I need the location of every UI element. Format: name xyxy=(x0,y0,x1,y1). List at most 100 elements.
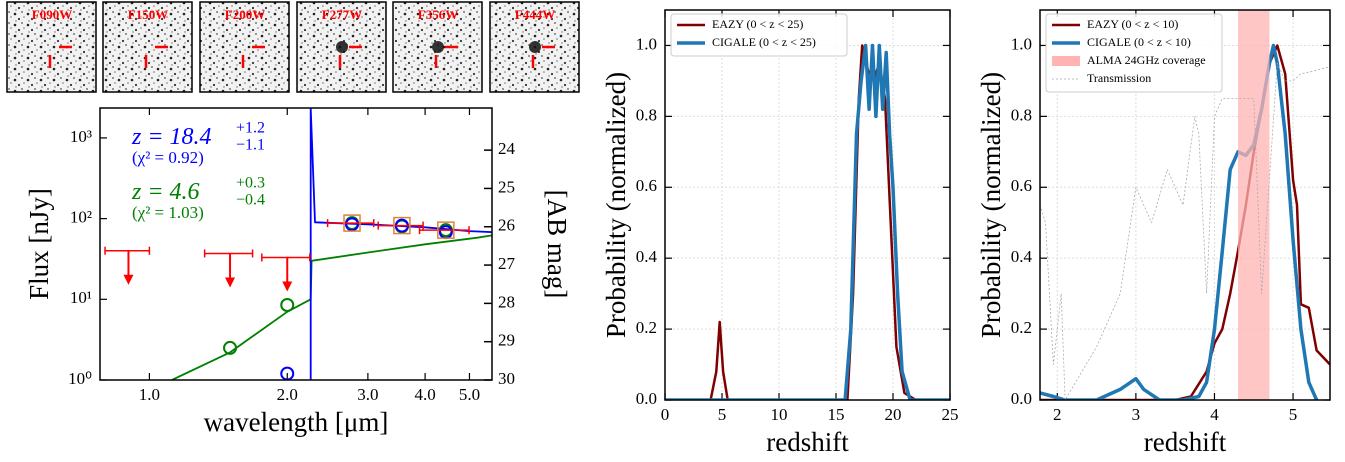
cutout-label: F444W xyxy=(515,7,555,22)
y-tick-label: 0.4 xyxy=(1011,247,1033,266)
cutout-image xyxy=(199,1,290,93)
photometry-point xyxy=(437,221,455,239)
model-point xyxy=(223,340,238,355)
source-blob xyxy=(336,41,348,53)
photometry-point xyxy=(343,214,361,232)
x-tick-label: 20 xyxy=(885,405,902,424)
y-tick-label: 1.0 xyxy=(1011,34,1032,53)
band xyxy=(1238,10,1270,400)
y-tick-label: 0.8 xyxy=(1011,105,1032,124)
y2-tick-label: 25 xyxy=(498,177,515,196)
model-point xyxy=(345,217,360,232)
y-tick-label: 0.2 xyxy=(1011,318,1032,337)
annotation-chi2: (χ² = 1.03) xyxy=(132,203,204,222)
y2-tick-label: 26 xyxy=(498,216,515,235)
legend-box xyxy=(670,13,848,57)
y-tick-label: 0.6 xyxy=(636,176,657,195)
series-line xyxy=(665,44,950,400)
cutout-label: F356W xyxy=(418,7,458,22)
x-tick-label: 3 xyxy=(1132,405,1141,424)
y-tick-label: 10³ xyxy=(70,127,92,146)
x-tick-label: 5.0 xyxy=(459,385,480,404)
y2-tick-label: 28 xyxy=(498,292,515,311)
y-tick-label: 0.0 xyxy=(636,389,657,408)
plot-area xyxy=(104,108,492,380)
y-tick-label: 0.4 xyxy=(636,247,658,266)
x-tick-label: 2 xyxy=(1053,405,1062,424)
frame xyxy=(99,107,493,381)
legend-label: CIGALE (0 < z < 10) xyxy=(1087,35,1191,49)
legend-label: Transmission xyxy=(1087,71,1151,85)
frame xyxy=(1039,9,1331,401)
x-tick-label: 15 xyxy=(828,405,845,424)
legend-box xyxy=(1045,13,1223,93)
x-tick-label: 5 xyxy=(1289,405,1298,424)
panel: 2 3 4 5 0.0 0.2 0.4 0.6 0.8 1.0 redshift Probabilit… xyxy=(976,9,1331,457)
x-tick-label: 5 xyxy=(718,405,727,424)
annotation-sub: −1.1 xyxy=(236,137,265,154)
annotation-text: z = 4.6 xyxy=(131,179,200,205)
panel: 1.0 2.0 3.0 4.0 5.0 10⁰ 10¹ 10² 10³ 24 25 26 27 28 29 3… xyxy=(24,107,572,437)
x-axis-label: redshift xyxy=(1144,427,1227,457)
y-tick-label: 0.8 xyxy=(636,105,657,124)
x-tick-label: 4 xyxy=(1210,405,1219,424)
source-blob xyxy=(529,41,541,53)
cutout: F090W xyxy=(6,1,97,93)
cutout: F277W xyxy=(296,1,387,93)
x-tick-label: 25 xyxy=(942,405,959,424)
series-line xyxy=(171,234,492,380)
annotation: z = 4.6 xyxy=(131,179,200,205)
legend-label: CIGALE (0 < z < 25) xyxy=(712,35,816,49)
y-tick-label: 10¹ xyxy=(70,288,92,307)
y2-tick-label: 24 xyxy=(498,139,516,158)
legend-label: ALMA 24GHz coverage xyxy=(1087,53,1206,67)
y2-tick-label: 29 xyxy=(498,331,515,350)
legend-label: EAZY (0 < z < 10) xyxy=(1087,17,1178,31)
x-axis-label: redshift xyxy=(766,427,849,457)
annotation-sub: −0.4 xyxy=(236,192,265,209)
y-tick-label: 10⁰ xyxy=(68,369,92,388)
series-line xyxy=(1040,44,1330,400)
series-line xyxy=(1040,62,1330,400)
cutout: F150W xyxy=(102,1,193,93)
y-tick-label: 0.2 xyxy=(636,318,657,337)
y-tick-label: 0.6 xyxy=(1011,176,1032,195)
x-tick-label: 0 xyxy=(661,405,670,424)
source-blob xyxy=(432,41,444,53)
x-tick-label: 1.0 xyxy=(139,385,160,404)
y-axis-label: Flux [nJy] xyxy=(24,188,54,300)
x-tick-label: 2.0 xyxy=(277,385,298,404)
annotation-chi2: (χ² = 0.92) xyxy=(132,148,204,167)
y-tick-label: 10² xyxy=(70,208,92,227)
annotation: z = 18.4 xyxy=(131,124,212,150)
cutout: F200W xyxy=(199,1,290,93)
y-axis-label: Probability (normalized) xyxy=(601,72,631,338)
y-axis-label: Probability (normalized) xyxy=(976,72,1006,338)
cutout: F444W xyxy=(489,1,580,93)
x-tick-label: 4.0 xyxy=(414,385,435,404)
cutout-label: F150W xyxy=(128,7,168,22)
series-line xyxy=(309,108,492,380)
y-tick-label: 1.0 xyxy=(636,34,657,53)
annotation-sup: +1.2 xyxy=(236,120,265,137)
annotation-sup: +0.3 xyxy=(236,175,265,192)
x-tick-label: 3.0 xyxy=(357,385,378,404)
arrow-head xyxy=(123,274,134,285)
series-line xyxy=(1040,43,1319,400)
arrow-head xyxy=(282,281,293,292)
x-axis-label: wavelength [μm] xyxy=(204,407,389,437)
cutout-label: F200W xyxy=(225,7,265,22)
cutout-label: F090W xyxy=(32,7,72,22)
cutout-image xyxy=(6,1,97,93)
cutout-image xyxy=(102,1,193,93)
series-line xyxy=(665,43,950,400)
y-tick-label: 0.0 xyxy=(1011,389,1032,408)
arrow-head xyxy=(225,277,236,288)
plot-area xyxy=(665,43,950,400)
plot-area xyxy=(1040,10,1330,400)
annotation-text: z = 18.4 xyxy=(131,124,212,150)
cutout-label: F277W xyxy=(322,7,362,22)
legend-label: EAZY (0 < z < 25) xyxy=(712,17,803,31)
y2-tick-label: 30 xyxy=(498,369,515,388)
